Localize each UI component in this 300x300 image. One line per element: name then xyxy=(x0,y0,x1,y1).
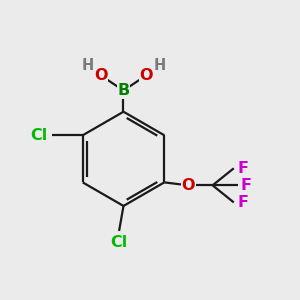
Text: H: H xyxy=(154,58,166,73)
Text: H: H xyxy=(81,58,93,73)
Text: O: O xyxy=(182,178,195,193)
Text: Cl: Cl xyxy=(110,235,128,250)
Text: O: O xyxy=(140,68,153,83)
Text: F: F xyxy=(237,161,248,176)
Text: F: F xyxy=(237,195,248,210)
Text: O: O xyxy=(94,68,107,83)
Text: Cl: Cl xyxy=(30,128,47,143)
Text: B: B xyxy=(117,83,130,98)
Text: F: F xyxy=(241,178,252,193)
